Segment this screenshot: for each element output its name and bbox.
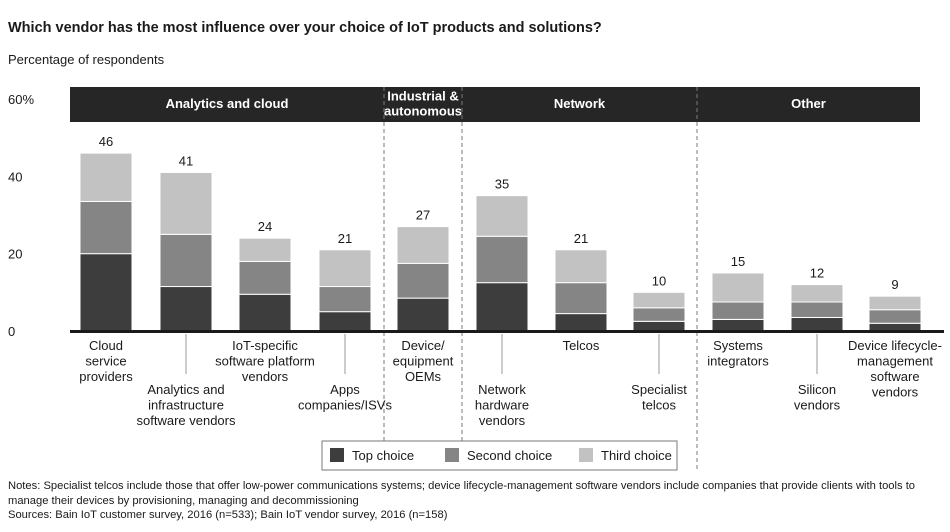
bar-segment-top [79,253,133,332]
group-label: Industrial & [387,89,459,104]
category-label: Apps [330,382,360,397]
category-label: vendors [479,413,526,428]
total-label: 10 [652,273,666,288]
category-label: software vendors [137,413,236,428]
bar-segment-top [711,318,765,332]
y-tick-label: 40 [8,169,22,184]
category-label: management [857,354,933,369]
bar-segment-top [396,297,450,332]
x-axis-baseline [70,330,944,333]
bar-segment-third [238,237,292,262]
bar-segment-second [632,307,686,322]
category-label: integrators [707,354,769,369]
bar-segment-second [159,233,213,288]
category-label: hardware [475,398,529,413]
total-label: 21 [338,231,352,246]
category-label: Analytics and [147,382,224,397]
total-label: 21 [574,231,588,246]
bar-segment-second [790,301,844,318]
bar-segment-third [711,272,765,303]
total-label: 46 [99,134,113,149]
group-label: Other [791,96,826,111]
legend-label: Second choice [467,448,552,463]
category-label: software platform [215,354,315,369]
category-label: Telcos [563,338,600,353]
group-label: Analytics and cloud [166,96,289,111]
bar-segment-top [790,316,844,332]
category-label: providers [79,369,133,384]
category-label: Specialist [631,382,687,397]
notes-text: Notes: Specialist telcos include those t… [8,480,916,507]
bar-segment-second [238,260,292,295]
group-header-band [70,87,920,122]
total-label: 27 [416,208,430,223]
chart-title: Which vendor has the most influence over… [8,20,602,36]
category-label: vendors [794,398,841,413]
bar-segment-second [396,262,450,299]
category-label: Device lifecycle- [848,338,942,353]
category-label: Cloud [89,338,123,353]
bar-segment-top [238,293,292,332]
bar-segment-second [868,309,922,324]
chart-subtitle: Percentage of respondents [8,52,165,67]
y-tick-label: 20 [8,247,22,262]
bar-segment-top [159,286,213,332]
sources-text: Sources: Bain IoT customer survey, 2016 … [8,509,448,521]
legend-label: Third choice [601,448,672,463]
bar-segment-third [318,249,372,288]
y-tick-label: 0 [8,324,15,339]
bar-segment-third [632,291,686,309]
bar-segment-top [868,322,922,332]
total-label: 24 [258,219,272,234]
category-label: IoT-specific [232,338,298,353]
stacked-bar-chart: 0 20 40 60% Analytics and cloud Industrial &a… [8,87,944,471]
bar-segment-top [554,313,608,332]
category-label: Device/ [401,338,445,353]
bar-segment-third [554,249,608,284]
total-label: 35 [495,177,509,192]
category-label: Silicon [798,382,836,397]
category-label: service [85,354,126,369]
total-label: 12 [810,266,824,281]
bar-segment-second [711,301,765,320]
bar-segment-top [318,311,372,332]
category-label: vendors [242,369,289,384]
chart-notes: Notes: Specialist telcos include those t… [8,479,944,523]
category-label: companies/ISVs [298,398,392,413]
bar-segment-third [79,152,133,202]
legend-swatch [445,448,459,462]
bar-segment-second [318,286,372,313]
bar-segment-third [475,195,529,237]
bar-segment-top [632,320,686,332]
bar-segment-second [554,282,608,315]
category-label: vendors [872,385,919,400]
category-label: software [870,369,919,384]
category-label: Systems [713,338,763,353]
category-label: telcos [642,398,676,413]
bar-segment-third [396,226,450,264]
group-label: autonomous [384,104,462,119]
bar-segment-third [790,284,844,303]
legend-box [321,440,678,471]
bar-segment-second [79,200,133,255]
legend-label: Top choice [352,448,414,463]
category-label: infrastructure [148,398,224,413]
category-label: Network [478,382,526,397]
legend-swatch [330,448,344,462]
category-label: equipment [393,354,454,369]
total-label: 41 [179,153,193,168]
category-label: OEMs [405,369,442,384]
bar-segment-third [868,295,922,311]
bar-segment-second [475,235,529,284]
total-label: 15 [731,254,745,269]
bar-segment-third [159,171,213,235]
legend-swatch [579,448,593,462]
bar-segment-top [475,282,529,332]
group-label: Network [554,96,606,111]
total-label: 9 [891,277,898,292]
y-tick-label: 60% [8,92,34,107]
